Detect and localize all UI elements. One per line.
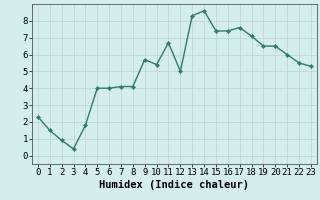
X-axis label: Humidex (Indice chaleur): Humidex (Indice chaleur) [100,180,249,190]
